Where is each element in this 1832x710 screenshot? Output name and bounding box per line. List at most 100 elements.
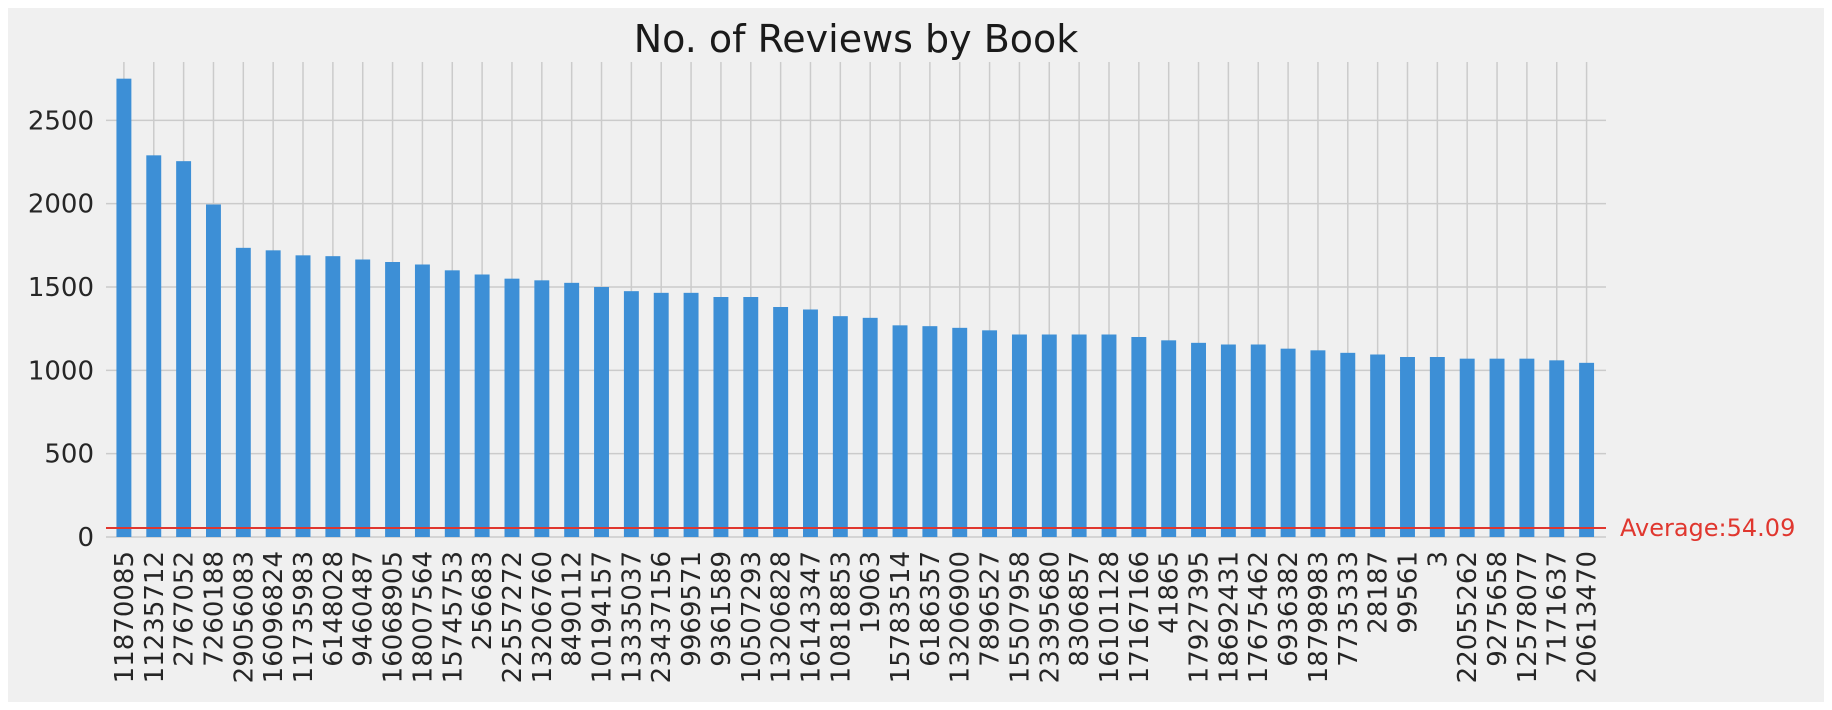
x-tick-label: 17675462	[1244, 551, 1274, 683]
x-tick-label: 7171637	[1543, 551, 1573, 667]
bar	[116, 78, 132, 538]
bar	[265, 250, 281, 538]
bar	[1041, 334, 1057, 537]
x-tick-label: 6186357	[916, 551, 946, 667]
bar	[564, 282, 580, 537]
bar	[1101, 334, 1117, 537]
bar	[803, 309, 818, 537]
x-tick-label: 16068905	[379, 551, 409, 683]
x-tick-label: 23437156	[647, 551, 677, 683]
x-tick-label: 16101128	[1095, 551, 1125, 683]
average-line-group: Average:54.09	[106, 514, 1795, 542]
y-axis-ticks: 0 500 1000 1500 2000 2500	[28, 106, 94, 553]
x-tick-label: 7735333	[1334, 551, 1364, 667]
bar	[1549, 360, 1565, 537]
x-tick-label: 10194157	[588, 551, 618, 683]
x-tick-label: 10818853	[826, 551, 856, 683]
bar	[355, 259, 371, 537]
bar	[1280, 348, 1296, 537]
x-tick-label: 9969571	[677, 551, 707, 667]
bar	[743, 297, 759, 537]
bar	[773, 307, 789, 537]
x-tick-label: 7896527	[976, 551, 1006, 667]
bar	[235, 247, 251, 538]
bar	[1340, 352, 1356, 537]
x-tick-label: 13335037	[617, 551, 647, 683]
bar	[444, 270, 460, 537]
bar	[832, 316, 848, 537]
x-axis-ticks: 11870085 11235712 2767052 7260188 29056083 16…	[110, 551, 1603, 683]
x-tick-label: 10507293	[737, 551, 767, 683]
x-tick-label: 18692431	[1214, 551, 1244, 683]
y-tick-label: 0	[77, 523, 94, 553]
x-tick-label: 20613470	[1573, 551, 1603, 683]
bar	[1131, 337, 1147, 537]
x-tick-label: 29056083	[229, 551, 259, 683]
x-tick-label: 28187	[1364, 551, 1394, 634]
bar	[1191, 342, 1206, 537]
bar	[504, 278, 520, 537]
bar	[623, 291, 639, 537]
bar	[176, 161, 192, 537]
x-tick-label: 256683	[468, 551, 498, 650]
bar	[683, 292, 699, 537]
x-tick-label: 11870085	[110, 551, 140, 683]
x-tick-label: 3	[1423, 551, 1453, 568]
x-tick-label: 16143347	[796, 551, 826, 683]
bar	[594, 287, 609, 537]
bar	[713, 297, 729, 537]
bar	[922, 326, 938, 537]
bar	[295, 255, 311, 538]
x-tick-label: 18007564	[408, 551, 438, 683]
x-tick-label: 99561	[1393, 551, 1423, 634]
x-tick-label: 17167166	[1125, 551, 1155, 683]
bar	[1071, 334, 1087, 537]
bar	[206, 204, 221, 537]
bar	[1400, 357, 1415, 537]
x-tick-label: 9275658	[1483, 551, 1513, 667]
y-tick-label: 500	[44, 440, 94, 470]
bar	[653, 292, 669, 537]
y-tick-label: 2500	[28, 106, 94, 136]
figure-background	[8, 8, 1824, 702]
bar	[1161, 340, 1177, 537]
bar	[1310, 350, 1326, 537]
x-tick-label: 11235712	[140, 551, 170, 683]
bar	[1429, 357, 1445, 537]
bar	[1459, 358, 1475, 537]
x-tick-label: 23395680	[1035, 551, 1065, 683]
bar	[385, 262, 401, 537]
bars	[116, 78, 1595, 538]
bar	[1579, 362, 1595, 537]
x-tick-label: 22055262	[1453, 551, 1483, 683]
bar	[1519, 358, 1535, 537]
bar	[982, 330, 998, 537]
bar	[534, 280, 550, 537]
x-tick-label: 13206900	[946, 551, 976, 683]
x-tick-label: 7260188	[199, 551, 229, 667]
bar	[892, 325, 908, 537]
bar	[862, 317, 878, 537]
x-tick-label: 6148028	[319, 551, 349, 667]
x-tick-label: 13206760	[528, 551, 558, 683]
average-label: Average:54.09	[1620, 514, 1795, 542]
x-tick-label: 8306857	[1065, 551, 1095, 667]
bar	[1011, 334, 1027, 537]
y-tick-label: 1000	[28, 356, 94, 386]
x-tick-label: 13206828	[767, 551, 797, 683]
x-tick-label: 2767052	[170, 551, 200, 667]
bar	[325, 256, 341, 537]
bar	[1220, 344, 1236, 537]
x-tick-label: 41865	[1155, 551, 1185, 634]
bar	[146, 155, 162, 538]
x-tick-label: 15507958	[1005, 551, 1035, 683]
x-tick-label: 15745753	[438, 551, 468, 683]
x-tick-label: 16096824	[259, 551, 289, 683]
x-tick-label: 9361589	[707, 551, 737, 667]
x-tick-label: 19063	[856, 551, 886, 634]
x-tick-label: 15783514	[886, 551, 916, 683]
y-tick-label: 1500	[28, 273, 94, 303]
bar	[414, 264, 430, 537]
bar	[1250, 344, 1266, 537]
